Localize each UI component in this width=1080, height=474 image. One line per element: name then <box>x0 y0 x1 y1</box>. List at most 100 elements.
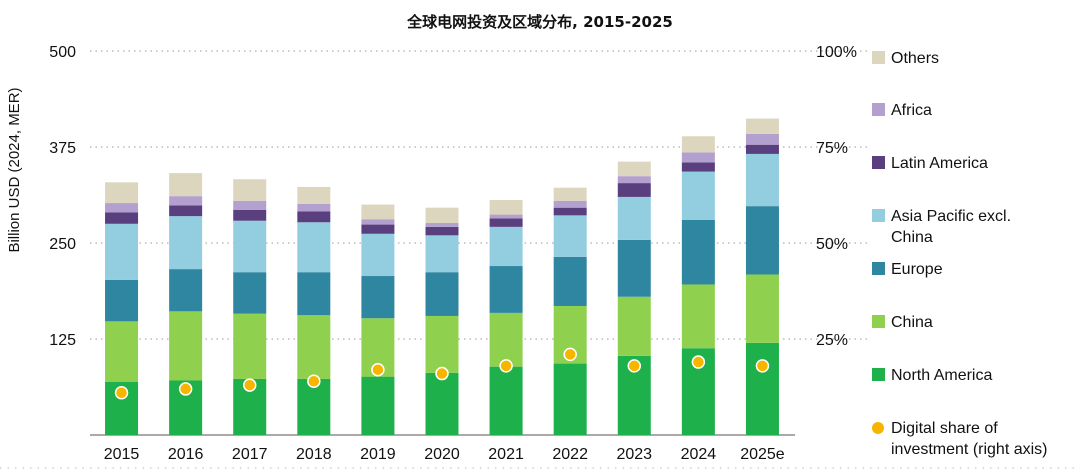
bar-segment <box>105 212 139 224</box>
bar-segment <box>425 226 459 236</box>
legend-swatch <box>872 368 885 381</box>
bar-segment <box>489 266 523 313</box>
y-tick-label: 375 <box>49 140 76 157</box>
bar-segment <box>745 133 779 145</box>
bar-segment <box>553 215 587 257</box>
bar-segment <box>361 204 395 220</box>
x-tick-label: 2025e <box>740 446 785 463</box>
bar-segment <box>745 118 779 134</box>
bar-segment <box>169 205 203 217</box>
bar-segment <box>553 207 587 216</box>
bar-segment <box>681 219 715 285</box>
legend-swatch <box>872 209 885 222</box>
bar-segment <box>297 186 331 204</box>
bar-segment <box>169 269 203 312</box>
bar-segment <box>745 144 779 154</box>
bar-segment <box>297 272 331 316</box>
tick-labels: 500 100% 375 75% 250 50% 125 25% 2015 2016 2017 201… <box>49 44 857 463</box>
bar-segment <box>425 207 459 224</box>
bar-segment <box>553 200 587 208</box>
x-tick-label: 2020 <box>424 446 460 463</box>
bar-segment <box>681 152 715 163</box>
digital-share-point <box>371 362 385 377</box>
bar-segment <box>169 311 203 381</box>
bar-segment <box>489 312 523 367</box>
bar-segment <box>553 256 587 306</box>
x-tick-label: 2015 <box>104 446 140 463</box>
legend-swatch <box>872 51 885 64</box>
bar-segment <box>297 203 331 212</box>
y-axis-title: Billion USD (2024, MER) <box>6 87 23 252</box>
bar-segment <box>361 376 395 435</box>
x-tick-label: 2023 <box>616 446 652 463</box>
bar-segment <box>233 272 267 314</box>
bar-segment <box>617 196 651 240</box>
bar-segment <box>233 200 267 210</box>
y2-tick-label: 25% <box>816 332 848 349</box>
bar-segment <box>297 211 331 223</box>
legend-swatch <box>872 262 885 275</box>
legend-item: China <box>872 312 933 333</box>
bar-segment <box>297 222 331 273</box>
bar-segment <box>361 276 395 319</box>
bar-segment <box>361 233 395 277</box>
digital-share-points <box>114 347 770 400</box>
bar-segment <box>489 226 523 267</box>
legend: Others Africa Latin America Asia Pacific ex… <box>872 0 1077 474</box>
digital-share-point <box>178 382 193 396</box>
legend-item: Europe <box>872 259 943 280</box>
y2-tick-label: 50% <box>816 236 848 253</box>
legend-swatch <box>872 156 885 169</box>
bar-segment <box>489 366 523 435</box>
legend-label: Europe <box>891 261 943 278</box>
bar-segment <box>425 235 459 273</box>
bar-segment <box>297 378 331 435</box>
bar-segment <box>297 315 331 379</box>
bar-segment <box>425 223 459 227</box>
bar-segment <box>617 296 651 356</box>
bar-segment <box>553 363 587 435</box>
legend-label: Digital share of investment (right axis) <box>891 420 1048 458</box>
digital-share-point <box>499 359 513 373</box>
y2-tick-label: 75% <box>816 140 848 157</box>
bar-segment <box>681 136 715 153</box>
bar-segment <box>745 342 779 435</box>
legend-item: North America <box>872 365 992 386</box>
bar-segment <box>489 199 523 215</box>
bar-segment <box>169 173 203 197</box>
x-tick-label: 2022 <box>552 446 588 463</box>
legend-swatch <box>872 103 885 116</box>
digital-share-point <box>307 374 321 388</box>
legend-swatch <box>872 315 885 328</box>
bar-segment <box>233 220 267 273</box>
bar-segment <box>681 284 715 349</box>
bar-segment <box>105 182 139 204</box>
x-tick-label: 2021 <box>488 446 524 463</box>
digital-share-point <box>691 355 706 369</box>
y2-tick-label: 100% <box>816 44 857 61</box>
bar-segment <box>361 224 395 234</box>
bar-segment <box>425 315 459 373</box>
digital-share-point <box>755 359 770 373</box>
bar-segment <box>425 272 459 316</box>
bar-segment <box>617 161 651 177</box>
x-tick-label: 2017 <box>232 446 268 463</box>
bar-segment <box>233 209 267 221</box>
bar-segment <box>425 372 459 435</box>
bar-segment <box>553 187 587 201</box>
x-tick-label: 2019 <box>360 446 396 463</box>
bar-segment <box>745 274 779 343</box>
legend-item: Latin America <box>872 153 988 174</box>
bar-segment <box>617 239 651 297</box>
digital-share-point <box>242 378 257 392</box>
bar-segment <box>361 219 395 225</box>
legend-label: Africa <box>891 102 932 119</box>
bar-segment <box>617 183 651 197</box>
digital-share-point <box>435 366 449 381</box>
bar-segment <box>105 203 139 213</box>
legend-item: Others <box>872 48 939 69</box>
y-tick-label: 250 <box>49 236 76 253</box>
bar-segment <box>105 279 139 322</box>
legend-dot <box>872 422 884 434</box>
bar-segment <box>745 206 779 275</box>
